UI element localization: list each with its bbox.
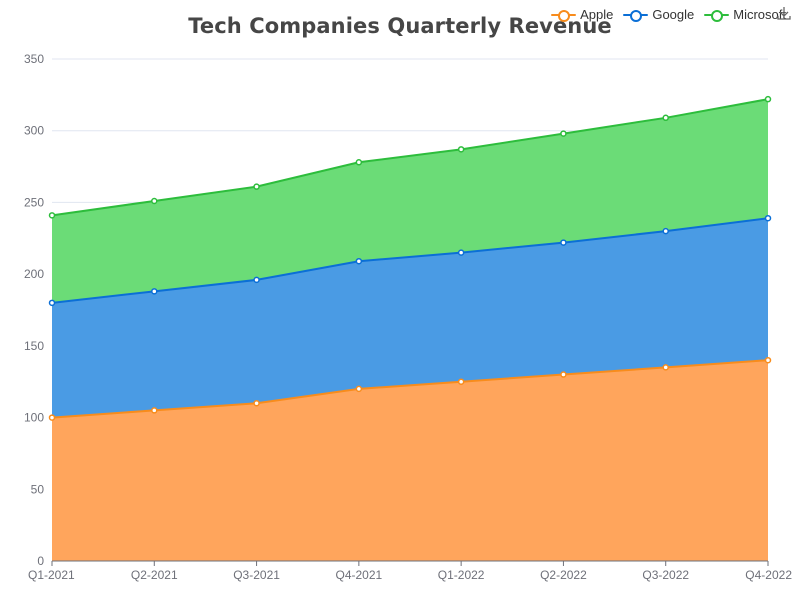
data-point-google[interactable] — [457, 249, 465, 256]
series-line-microsoft — [51, 98, 769, 217]
y-tick-label: 150 — [24, 339, 44, 353]
y-tick-label: 350 — [24, 52, 44, 66]
data-point-google[interactable] — [560, 239, 567, 246]
x-tick-label: Q1-2021 — [28, 568, 75, 582]
y-tick-label: 300 — [24, 124, 44, 138]
data-point-microsoft[interactable] — [151, 197, 158, 205]
data-point-google[interactable] — [151, 288, 158, 295]
data-point-apple[interactable] — [662, 364, 669, 371]
data-point-apple[interactable] — [253, 399, 260, 407]
data-point-google[interactable] — [662, 227, 669, 235]
data-point-microsoft[interactable] — [764, 95, 772, 103]
legend-symbol-apple — [551, 8, 577, 22]
data-point-microsoft[interactable] — [253, 183, 260, 190]
x-tick-label: Q4-2021 — [336, 568, 383, 582]
legend-label-apple: Apple — [580, 7, 614, 22]
legend-label-google: Google — [652, 7, 695, 22]
data-point-microsoft[interactable] — [560, 130, 567, 137]
data-point-apple[interactable] — [764, 356, 772, 364]
y-tick-label: 100 — [24, 411, 44, 425]
data-point-apple[interactable] — [48, 414, 56, 421]
y-tick-label: 0 — [37, 554, 44, 568]
y-tick-label: 50 — [31, 482, 45, 496]
data-point-microsoft[interactable] — [662, 114, 669, 122]
data-point-google[interactable] — [48, 299, 56, 307]
data-point-apple[interactable] — [560, 371, 567, 378]
legend-item-apple[interactable]: Apple — [551, 7, 613, 22]
area-microsoft — [52, 99, 768, 303]
legend-item-google[interactable]: Google — [623, 7, 694, 22]
data-point-google[interactable] — [764, 214, 772, 222]
legend: Apple Google Microsoft — [551, 7, 786, 22]
data-point-microsoft[interactable] — [355, 159, 363, 166]
legend-item-microsoft[interactable]: Microsoft — [704, 7, 786, 22]
x-tick-label: Q2-2021 — [131, 568, 178, 582]
series-line-google — [51, 217, 769, 304]
area-apple — [52, 360, 768, 561]
legend-label-microsoft: Microsoft — [733, 7, 786, 22]
data-point-apple[interactable] — [457, 378, 465, 385]
x-tick-label: Q3-2022 — [642, 568, 689, 582]
x-tick-label: Q3-2021 — [233, 568, 280, 582]
y-tick-label: 200 — [24, 267, 44, 281]
y-tick-label: 250 — [24, 195, 44, 209]
data-point-apple[interactable] — [355, 385, 363, 393]
x-tick-label: Q2-2022 — [540, 568, 587, 582]
data-point-google[interactable] — [253, 276, 260, 284]
area-google — [52, 218, 768, 418]
chart-title: Tech Companies Quarterly Revenue — [188, 14, 612, 38]
data-point-google[interactable] — [355, 257, 363, 265]
data-point-microsoft[interactable] — [457, 146, 465, 153]
legend-symbol-google — [623, 8, 649, 22]
data-point-microsoft[interactable] — [48, 212, 56, 219]
legend-symbol-microsoft — [704, 8, 730, 22]
series-line-apple — [51, 359, 769, 419]
download-icon[interactable] — [776, 5, 792, 21]
x-tick-label: Q1-2022 — [438, 568, 485, 582]
x-tick-label: Q4-2022 — [745, 568, 792, 582]
data-point-apple[interactable] — [151, 407, 158, 414]
